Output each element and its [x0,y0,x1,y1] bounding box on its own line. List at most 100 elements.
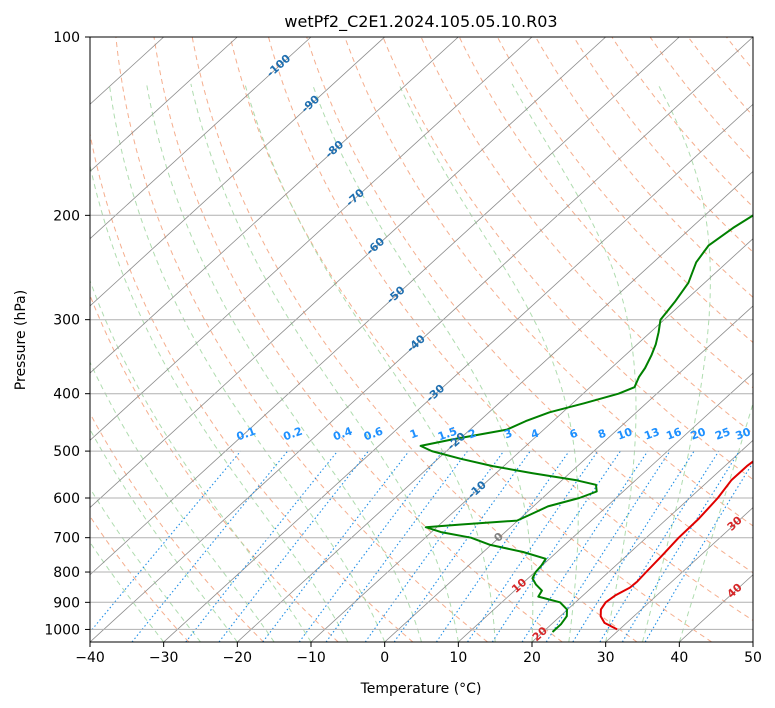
x-tick-label: 20 [523,650,541,666]
dry-adiabat-line [268,37,753,622]
moist-adiabat-line [678,401,753,642]
isotherm-line [90,37,385,307]
dry-adiabat-line [344,37,753,527]
isotherm-line [90,37,533,441]
isotherm-line [237,170,753,642]
mixing-ratio-line [364,450,505,642]
mixing-ratio-label: 8 [596,427,608,442]
moist-adiabat-line [311,83,534,642]
mixing-ratio-line [90,450,242,633]
mixing-ratio-line [467,450,599,642]
isotherm-line [458,372,753,642]
mixing-ratio-line [325,450,468,642]
x-tick-label: 0 [380,650,389,666]
isotherm-label: -100 [264,52,293,80]
isotherm-line [90,37,459,374]
mixing-ratio-line [298,450,444,642]
dry-adiabat-line [90,131,414,642]
isotherm-line [90,37,606,509]
dry-adiabat-line [573,37,753,253]
dry-adiabat-line [535,37,753,298]
mixing-ratio-label: 25 [713,425,732,442]
y-tick-label: 400 [53,387,80,403]
mixing-ratio-label: 6 [568,426,580,441]
y-tick-label: 300 [53,313,80,329]
mixing-ratio-line [218,450,369,642]
dry-adiabat-line [115,37,488,642]
isotherm-line [384,305,753,642]
isotherm-line [163,103,753,642]
dry-adiabat-line [90,293,339,642]
x-tick-label: 30 [597,650,615,666]
mixing-ratio-label: 4 [529,426,541,441]
y-axis-label: Pressure (hPa) [13,290,29,390]
isotherm-line [531,439,753,642]
moist-adiabat-line [90,279,312,642]
dry-adiabat-line [726,37,753,71]
chart-title: wetPf2_C2E1.2024.105.05.10.R03 [284,12,557,32]
y-tick-label: 700 [53,531,80,547]
mixing-ratio-label: 0.2 [281,425,304,444]
dry-adiabat-line [649,37,753,163]
mixing-ratio-line [644,461,753,642]
moist-adiabat-line [90,361,275,642]
mixing-ratio-label: 36 [754,425,773,443]
moist-adiabat-line [90,163,349,642]
moist-adiabat-line [146,83,422,642]
mixing-ratio-label: 20 [689,425,708,443]
dry-adiabat-line [382,37,753,481]
mixing-ratio-label: 30 [734,425,753,443]
mixing-ratio-line [621,450,740,642]
dry-adiabat-line [765,37,775,642]
dry-adiabat-line [191,37,638,642]
isotherm-line [90,37,680,576]
dry-adiabat-line [496,37,753,344]
mixing-ratio-label: 13 [642,425,661,442]
isotherm-line [605,507,753,642]
x-tick-label: 40 [670,650,688,666]
mixing-ratio-line [131,450,289,642]
moist-adiabat-line [90,487,201,642]
y-tick-label: 800 [53,565,80,581]
dry-adiabat-line [611,37,753,208]
x-axis-label: Temperature (°C) [360,681,482,697]
y-tick-label: 100 [53,30,80,46]
mixing-ratio-label: 2 [466,427,478,442]
dry-adiabat-line [687,37,753,117]
moist-adiabat-line [642,83,711,642]
mixing-ratio-label: 16 [664,425,683,443]
x-tick-label: −30 [149,650,179,666]
dewpoint-profile-line [419,214,753,633]
mixing-ratio-line [435,450,570,642]
x-tick-label: 10 [449,650,467,666]
x-tick-label: −10 [296,650,326,666]
isotherm-line [752,641,753,642]
moist-adiabat-line [90,428,238,642]
x-tick-label: −40 [75,650,105,666]
mixing-ratio-label: 0.1 [235,425,258,444]
mixing-ratio-line [185,450,339,642]
mixing-ratio-label: 3 [502,427,514,442]
isotherm-line [90,37,312,240]
y-tick-label: 600 [53,491,80,507]
moist-adiabat-line [190,83,459,642]
mixing-ratio-line [262,450,410,642]
mixing-ratio-line [599,450,720,642]
plot-frame [89,36,754,643]
mixing-ratio-line [521,450,649,642]
moist-adiabat-line [398,83,579,642]
temperature-profile-line [599,460,753,631]
y-tick-label: 1000 [44,622,80,638]
isotherm-line [310,238,753,642]
mixing-ratio-label: 1.5 [436,425,459,444]
y-tick-label: 900 [53,595,80,611]
moist-adiabat-line [244,83,496,642]
dry-adiabat-line [229,37,712,642]
dry-adiabat-line [306,37,753,574]
mixing-ratio-line [545,450,671,642]
dry-adiabat-line [153,37,563,642]
y-tick-label: 200 [53,208,80,224]
isotherm-line [90,37,753,642]
mixing-ratio-label: 0.6 [362,424,385,443]
x-tick-label: 50 [744,650,762,666]
